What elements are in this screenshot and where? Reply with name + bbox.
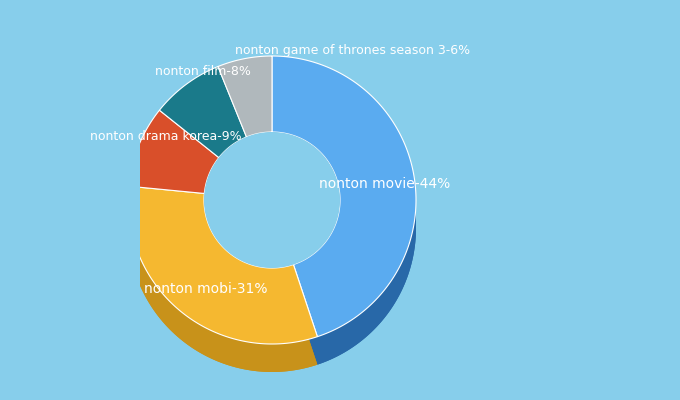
Polygon shape (129, 110, 219, 194)
Polygon shape (128, 200, 318, 372)
Text: nonton game of thrones season 3-6%: nonton game of thrones season 3-6% (235, 44, 470, 57)
Polygon shape (318, 200, 416, 365)
Polygon shape (272, 56, 416, 337)
Polygon shape (272, 84, 416, 365)
Text: nonton movie-44%: nonton movie-44% (319, 177, 450, 191)
Text: nonton drama korea-9%: nonton drama korea-9% (90, 130, 242, 144)
Polygon shape (294, 200, 340, 292)
Polygon shape (128, 186, 318, 344)
Text: nonton film-8%: nonton film-8% (155, 65, 251, 78)
Polygon shape (204, 200, 294, 296)
Text: nonton mobi-31%: nonton mobi-31% (144, 282, 268, 296)
Polygon shape (159, 66, 246, 158)
Polygon shape (159, 94, 246, 186)
Polygon shape (129, 138, 219, 222)
Polygon shape (128, 214, 318, 372)
Polygon shape (218, 84, 272, 165)
Polygon shape (204, 132, 340, 268)
Polygon shape (218, 56, 272, 137)
